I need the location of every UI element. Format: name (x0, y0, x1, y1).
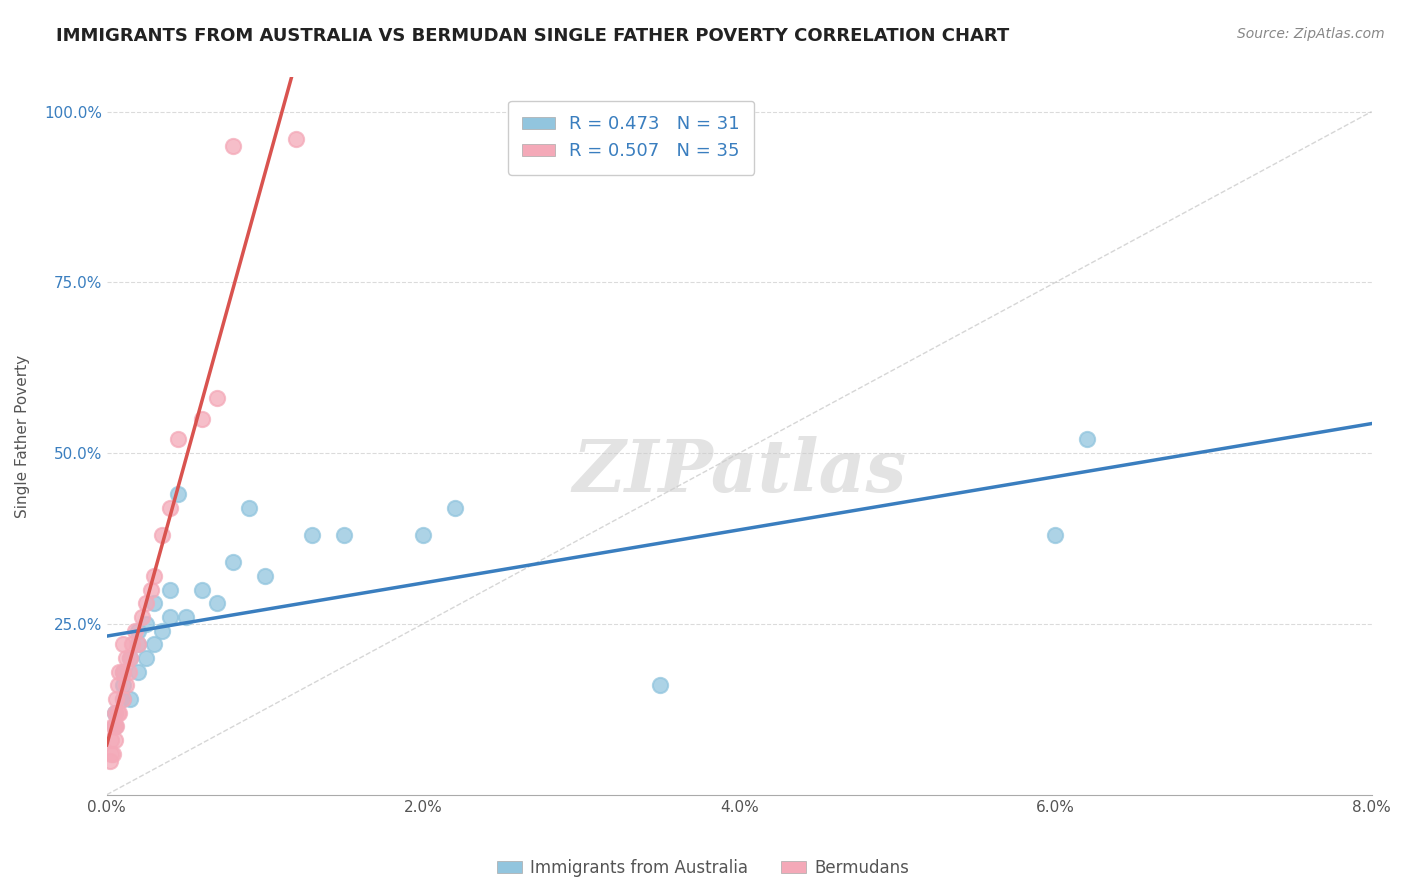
Point (124, 624, 146, 638)
Point (238, 500, 260, 515)
Point (127, 637, 149, 651)
Point (114, 678, 136, 692)
Point (111, 692, 134, 706)
Point (143, 569, 166, 583)
Point (127, 624, 149, 638)
Point (104, 706, 127, 720)
Point (104, 719, 127, 733)
Point (650, 678, 672, 692)
Point (333, 528, 356, 542)
Point (120, 651, 142, 665)
Text: IMMIGRANTS FROM AUSTRALIA VS BERMUDAN SINGLE FATHER POVERTY CORRELATION CHART: IMMIGRANTS FROM AUSTRALIA VS BERMUDAN SI… (56, 27, 1010, 45)
Point (111, 637, 134, 651)
Point (159, 582, 181, 597)
Point (118, 665, 141, 679)
Point (159, 610, 181, 624)
Point (143, 637, 166, 651)
Point (111, 665, 134, 679)
Point (135, 651, 157, 665)
Point (101, 719, 124, 733)
Point (100, 733, 122, 747)
Point (1045, 528, 1067, 542)
Point (127, 637, 149, 651)
Point (150, 624, 173, 638)
Point (190, 412, 212, 426)
Point (108, 706, 131, 720)
Point (174, 610, 197, 624)
Point (285, 132, 308, 146)
Legend: Immigrants from Australia, Bermudans: Immigrants from Australia, Bermudans (489, 853, 917, 884)
Y-axis label: Single Father Poverty: Single Father Poverty (15, 354, 30, 517)
Point (443, 500, 465, 515)
Point (1076, 433, 1098, 447)
Point (222, 138, 245, 153)
Point (120, 651, 142, 665)
Point (207, 392, 229, 406)
Point (135, 616, 157, 631)
Point (111, 692, 134, 706)
Point (111, 665, 134, 679)
Point (120, 692, 142, 706)
Point (108, 665, 131, 679)
Point (207, 596, 229, 610)
Point (121, 637, 143, 651)
Point (101, 747, 124, 761)
Point (412, 528, 434, 542)
Point (107, 706, 129, 720)
Point (135, 596, 157, 610)
Text: Source: ZipAtlas.com: Source: ZipAtlas.com (1237, 27, 1385, 41)
Point (222, 556, 245, 570)
Point (107, 678, 129, 692)
Point (98, 754, 121, 768)
Point (143, 596, 166, 610)
Point (105, 692, 128, 706)
Point (253, 569, 276, 583)
Point (104, 719, 127, 733)
Point (131, 610, 153, 624)
Point (167, 433, 190, 447)
Point (159, 500, 181, 515)
Point (167, 487, 190, 501)
Point (104, 706, 127, 720)
Text: ZIPatlas: ZIPatlas (572, 436, 907, 508)
Point (114, 651, 136, 665)
Legend: R = 0.473   N = 31, R = 0.507   N = 35: R = 0.473 N = 31, R = 0.507 N = 35 (508, 101, 755, 175)
Point (105, 719, 128, 733)
Point (139, 582, 162, 597)
Point (100, 747, 122, 761)
Point (127, 665, 149, 679)
Point (301, 528, 323, 542)
Point (104, 733, 127, 747)
Point (150, 528, 173, 542)
Point (111, 678, 134, 692)
Point (190, 582, 212, 597)
